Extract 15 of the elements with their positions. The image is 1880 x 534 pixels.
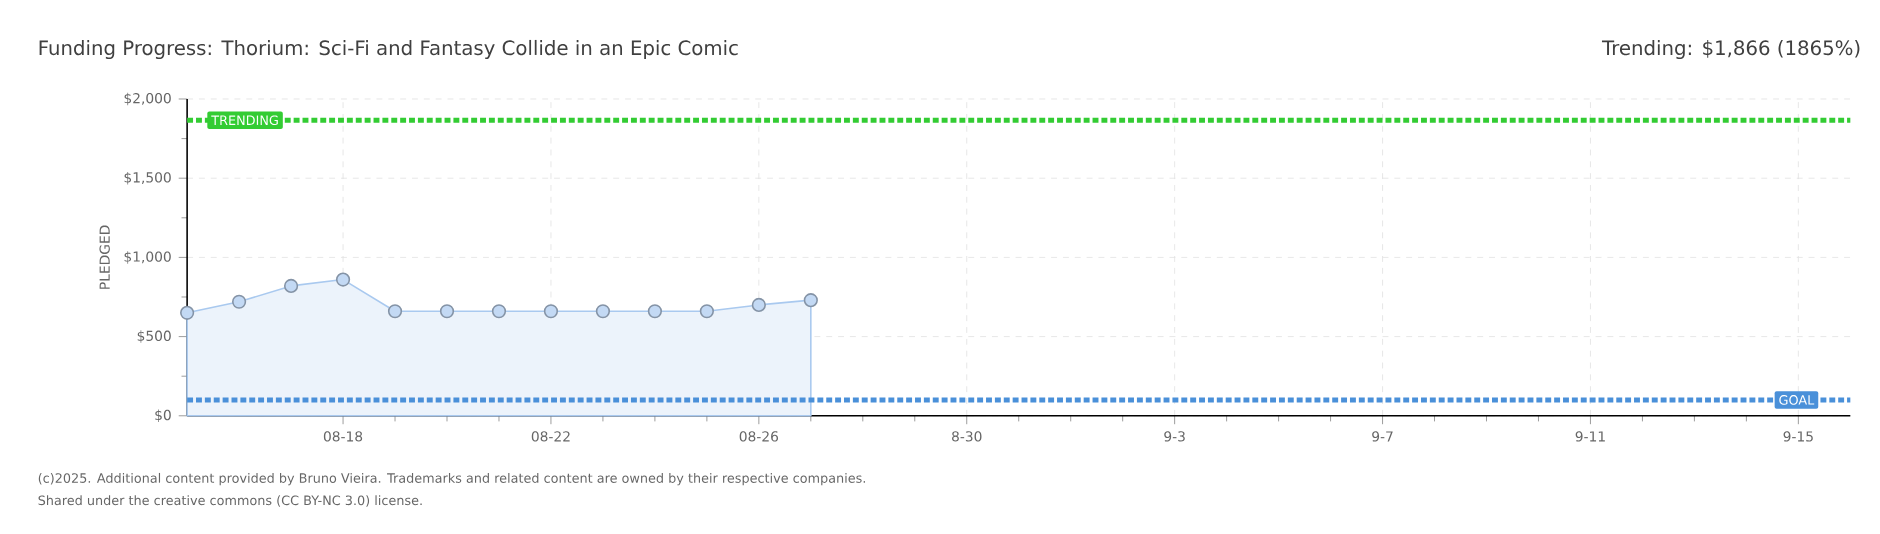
point <box>232 294 247 309</box>
point <box>335 272 351 287</box>
point <box>387 303 403 319</box>
chart-subtitle: Trending: $1,866 (1865%) <box>1601 39 1860 59</box>
point <box>439 303 455 319</box>
chart-title: Funding Progress: Thorium: Sci-Fi and Fantasy Collide in an Epic Comic <box>39 39 738 59</box>
point <box>699 303 714 319</box>
point <box>803 292 818 307</box>
point <box>180 305 195 320</box>
point <box>491 303 507 319</box>
point <box>751 297 766 312</box>
point <box>543 303 559 319</box>
point <box>647 303 662 319</box>
point <box>283 278 299 293</box>
point <box>595 303 611 319</box>
